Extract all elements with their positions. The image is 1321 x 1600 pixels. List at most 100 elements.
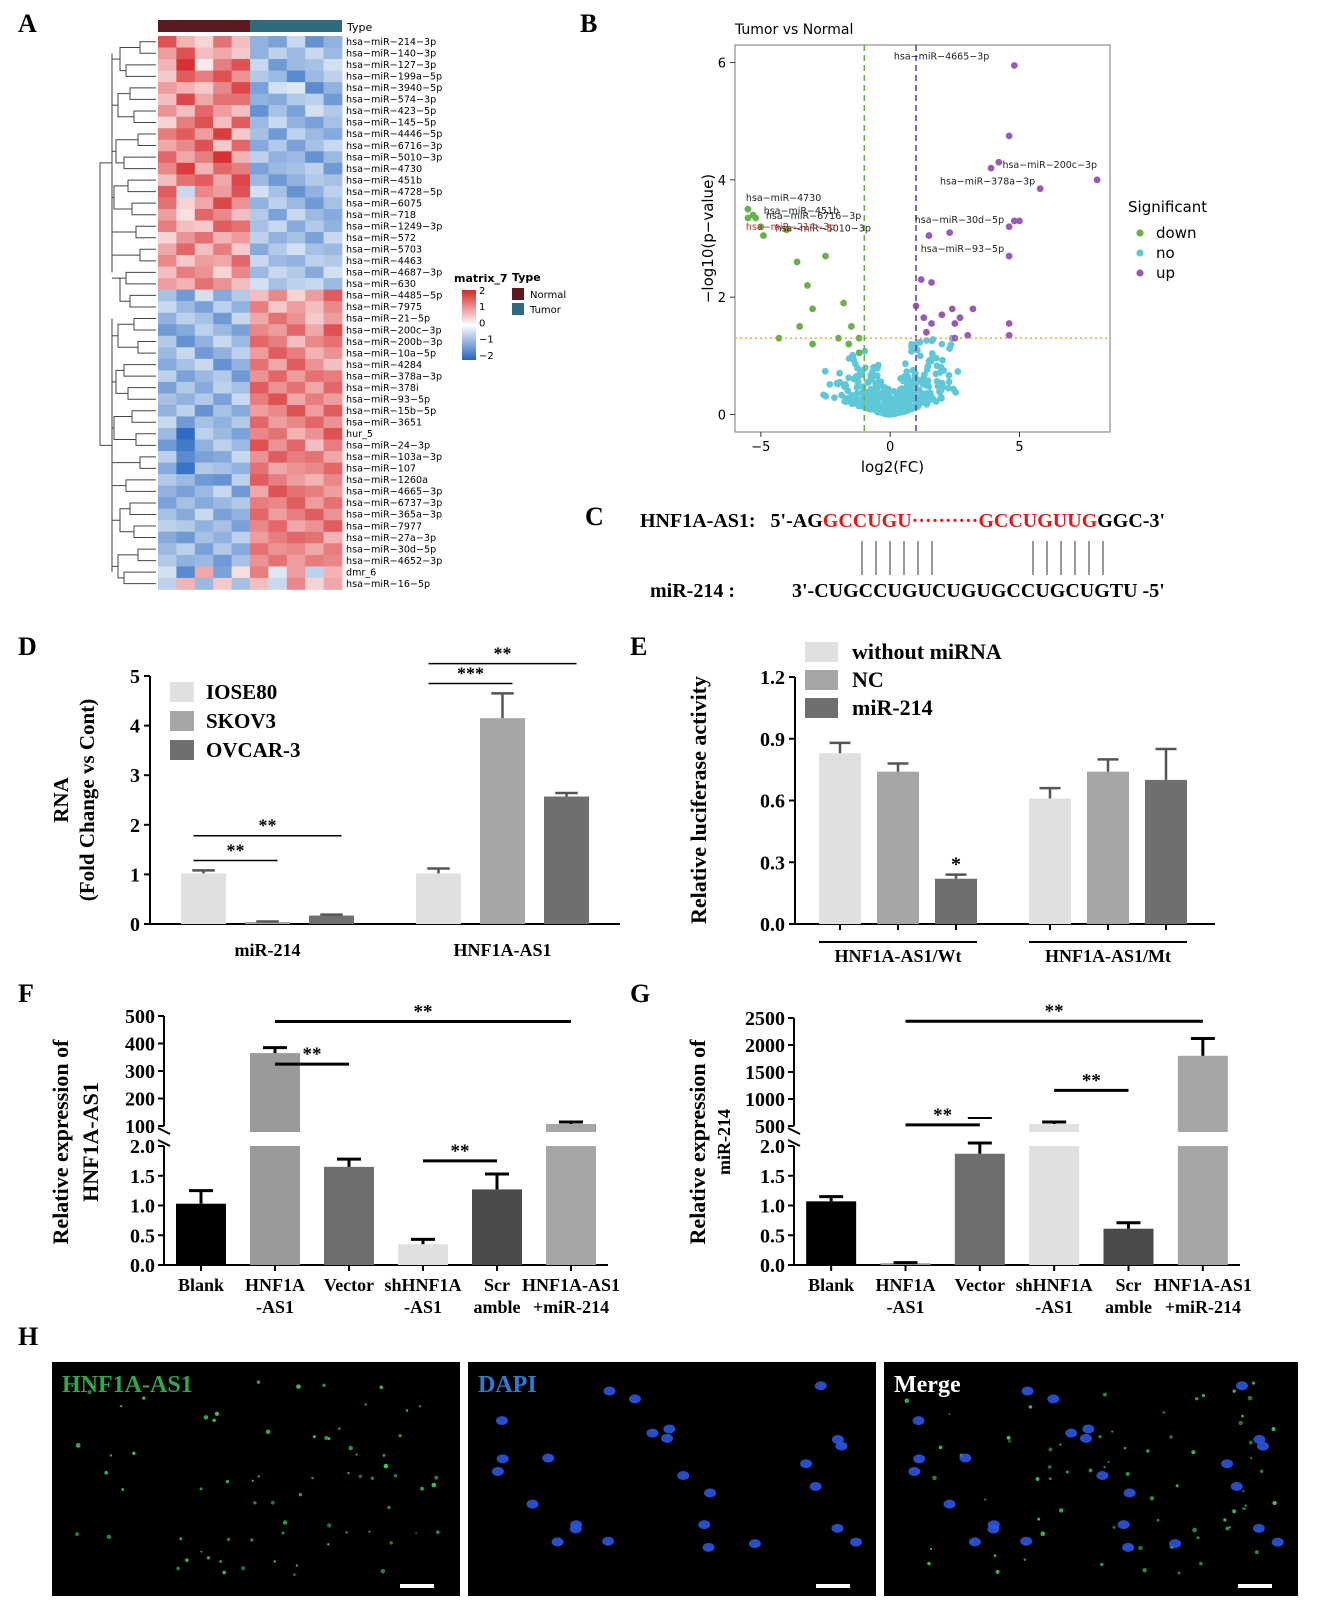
heatmap-cell [323,358,343,371]
point-no [883,394,890,401]
green-signal-dot [1112,1525,1116,1529]
heatmap-cell [250,485,269,498]
heatmap-cell [268,116,288,129]
green-signal-dot [1271,1427,1276,1432]
nucleus [603,1386,616,1396]
point-no [939,356,946,364]
heatmap-cell [323,162,343,175]
heatmap-cell [194,508,214,521]
point-no [932,354,940,362]
heatmap-cell [194,474,214,487]
dendrogram-link [133,525,156,539]
green-signal-dot [1248,1440,1253,1445]
dendrogram-link [117,323,138,348]
heatmap-cell [305,543,324,556]
heatmap-cell [286,36,306,48]
heatmap-cell [250,428,269,440]
heatmap-cell [158,485,177,498]
heatmap-cell [305,474,324,487]
heatmap-row-label: dmr_6 [346,567,376,578]
heatmap-cell [194,566,214,579]
nucleus [800,1459,813,1469]
y-tick-label: 0.0 [760,1255,785,1277]
y-tick-label: 0.5 [130,1225,155,1247]
heatmap-cell [213,358,232,371]
green-signal-dot [203,1415,209,1420]
heatmap-cell [231,577,251,590]
heatmap-cell [194,139,214,152]
heatmap-cell [231,497,251,510]
heatmap-cell [213,36,232,48]
heatmap-cell [268,416,288,429]
heatmap-cell [250,416,269,429]
y-tick-label: 1500 [745,1062,785,1084]
panel-letter-h: H [18,1322,38,1351]
significance-marker: ** [1045,1001,1064,1022]
green-signal-dot [938,1445,943,1450]
heatmap-cell [323,554,343,567]
heatmap-panel: Typehsa−miR−214−3phsa−miR−140−3phsa−miR−… [99,20,566,590]
nucleus [959,1453,972,1463]
heatmap-row-label: hsa−miR−15b−5p [346,406,436,417]
point-no [947,341,955,349]
point-no [949,385,957,393]
scale-bar [816,1584,850,1588]
heatmap-cell [305,335,324,348]
heatmap-cell [305,266,324,279]
heatmap-cell [286,428,306,440]
heatmap-cell [286,370,306,383]
heatmap-cell [268,174,288,187]
heatmap-cell [305,520,324,533]
dendrogram-link [123,156,156,170]
heatmap-cell [231,266,251,279]
heatmap-cell [176,59,196,71]
heatmap-cell [323,324,343,337]
y-axis-title: HNF1A-AS1 [78,1082,103,1202]
green-signal-dot [281,1531,285,1535]
heatmap-cell [305,566,324,579]
significance-marker: ** [1082,1070,1101,1091]
point-down [804,282,811,289]
heatmap-cell [176,128,196,141]
heatmap-cell [213,312,232,325]
heatmap-cell [250,404,269,417]
nucleus [1096,1471,1109,1481]
green-signal-dot [120,1404,123,1408]
green-signal-dot [1162,1411,1166,1414]
green-signal-dot [327,1523,332,1528]
heatmap-row-label: hsa−miR−3651 [346,417,422,428]
green-signal-dot [226,1537,231,1542]
heatmap-cell [286,70,306,83]
dendrogram-link [125,479,156,492]
green-signal-dot [256,1380,261,1384]
heatmap-cell [231,174,251,187]
point-no [954,368,962,375]
heatmap-row-label: hsa−miR−574−3p [346,95,436,106]
heatmap-cell [305,301,324,314]
point-down [749,211,757,219]
legend-swatch [170,740,194,760]
axis-break-mark [787,1139,801,1147]
x-category-label-line: shHNF1A [384,1275,461,1295]
heatmap-cell [231,347,251,360]
heatmap-cell [250,577,269,590]
heatmap-cell [250,324,269,337]
heatmap-cell [231,554,251,567]
microscopy-label: HNF1A-AS1 [62,1372,193,1398]
point-no [916,352,924,360]
green-signal-dot [1238,1420,1243,1426]
heatmap-row-label: hsa−miR−4485−5p [346,291,442,302]
heatmap-cell [305,577,324,590]
green-signal-dot [387,1505,391,1510]
heatmap-cell [305,185,324,198]
green-signal-dot [405,1409,409,1412]
heatmap-cell [305,497,324,510]
bar-nc [877,771,919,924]
nucleus [814,1381,827,1391]
green-signal-dot [382,1453,386,1457]
heatmap-cell [268,59,288,71]
axis-break-mark [157,1139,171,1147]
point-down [822,252,829,260]
heatmap-cell [176,439,196,452]
heatmap-cell [231,232,251,244]
